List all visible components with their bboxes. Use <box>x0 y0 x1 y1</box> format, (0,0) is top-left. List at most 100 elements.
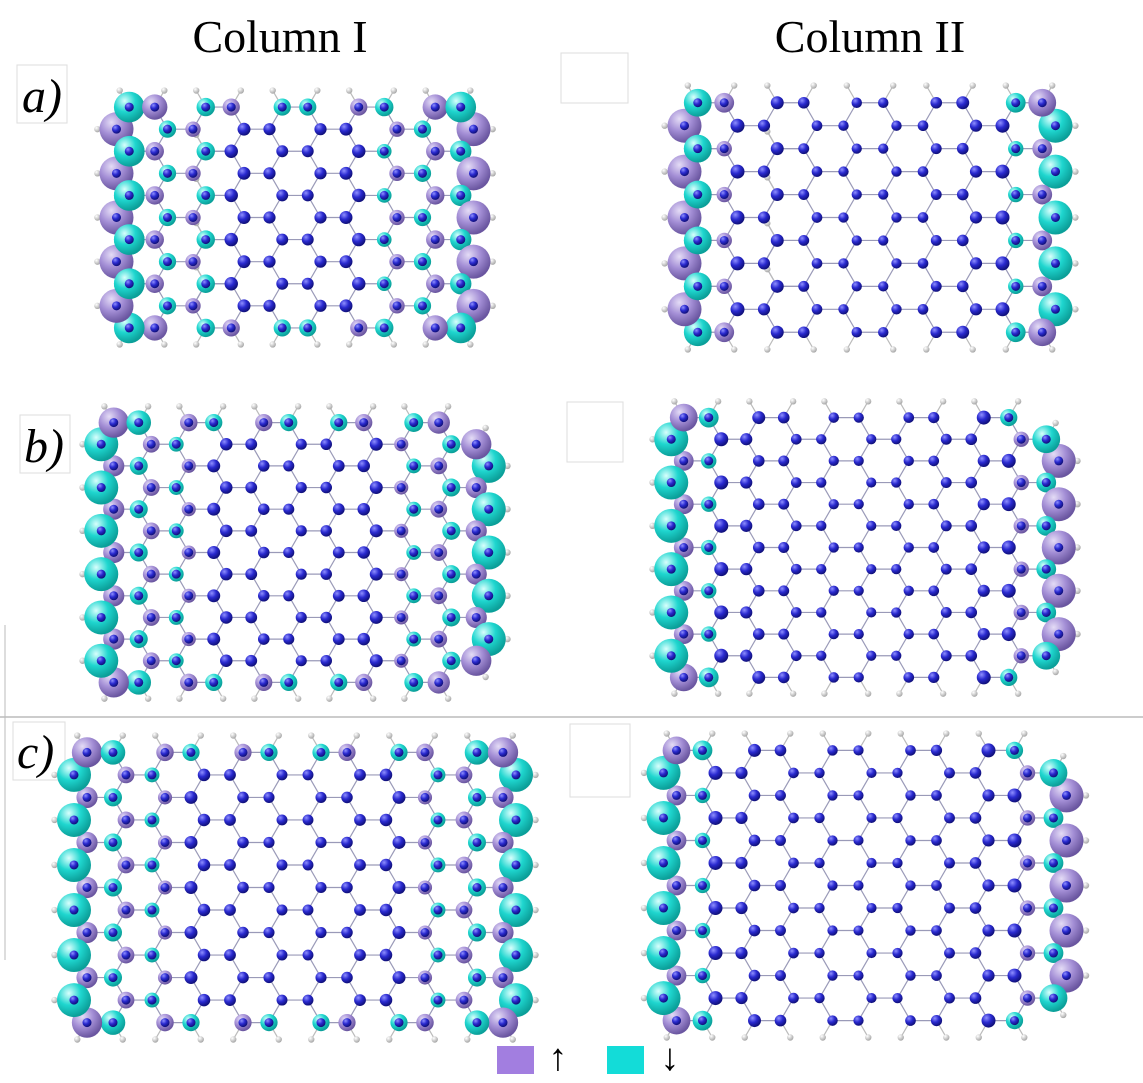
atom <box>220 611 232 623</box>
hydrogen <box>145 403 151 409</box>
atom-core <box>134 505 143 514</box>
atom <box>965 520 977 532</box>
atom <box>749 925 761 937</box>
atom-core <box>109 505 118 514</box>
atom <box>827 835 837 845</box>
atom-core <box>317 1018 326 1027</box>
atom <box>957 235 969 247</box>
atom <box>814 813 824 823</box>
atom <box>238 123 251 136</box>
atom <box>315 882 326 893</box>
atom <box>709 856 723 870</box>
atom <box>957 189 969 201</box>
atom-core <box>172 656 181 665</box>
atom <box>237 927 249 939</box>
hydrogen <box>731 82 737 88</box>
atom-core <box>187 748 196 757</box>
atom <box>354 859 366 871</box>
atom <box>263 792 274 803</box>
atom <box>918 212 929 223</box>
hydrogen <box>971 398 977 404</box>
atom <box>982 743 996 757</box>
hydrogen <box>787 730 793 736</box>
atom-core <box>187 1018 196 1027</box>
atom-core <box>431 279 440 288</box>
atom <box>277 860 288 871</box>
atom <box>891 258 901 268</box>
atom-core <box>134 678 143 687</box>
hydrogen <box>661 306 667 312</box>
hydrogen <box>896 690 902 696</box>
atom-core <box>109 973 118 982</box>
hydrogen <box>532 907 538 913</box>
atom-core <box>1054 456 1063 465</box>
atom <box>816 564 826 574</box>
atom-core <box>421 793 430 802</box>
atom-core <box>1011 190 1020 199</box>
atom-core <box>704 543 713 552</box>
atom <box>1008 833 1022 847</box>
atom <box>931 790 942 801</box>
atom <box>740 563 752 575</box>
atom-core <box>97 483 106 492</box>
atom-core <box>499 973 508 982</box>
atom-core <box>201 279 210 288</box>
atom <box>944 858 955 869</box>
atom-core <box>447 440 456 449</box>
atom-core <box>83 748 92 757</box>
atom <box>740 650 752 662</box>
atom <box>798 189 809 200</box>
atom-core <box>109 928 118 937</box>
hydrogen <box>74 1036 80 1042</box>
atom-core <box>672 836 681 845</box>
atom-core <box>303 103 312 112</box>
atom-core <box>720 190 729 199</box>
atom-core <box>334 418 343 427</box>
atom <box>892 903 902 913</box>
atom <box>354 769 366 781</box>
atom-core <box>679 586 688 595</box>
atom <box>928 672 939 683</box>
atom <box>714 605 728 619</box>
atom-core <box>1017 608 1026 617</box>
atom-core <box>201 323 210 332</box>
atom <box>185 881 198 894</box>
atom <box>714 476 728 490</box>
atom <box>314 167 326 179</box>
atom <box>970 947 982 959</box>
atom <box>970 120 982 132</box>
atom <box>263 927 274 938</box>
atom <box>941 434 952 445</box>
atom <box>1008 969 1022 983</box>
atom-core <box>1023 994 1032 1003</box>
atom-core <box>265 748 274 757</box>
atom-core <box>447 656 456 665</box>
hydrogen <box>432 732 438 738</box>
atom <box>341 792 353 804</box>
hydrogen <box>276 732 282 738</box>
atom-core <box>484 505 493 514</box>
atom <box>709 991 723 1005</box>
blank-box <box>561 53 628 103</box>
atom <box>263 300 275 312</box>
atom <box>827 745 837 755</box>
atom-core <box>434 678 443 687</box>
atom <box>320 612 332 624</box>
atom <box>238 167 251 180</box>
atom <box>341 972 353 984</box>
hydrogen <box>821 398 827 404</box>
atom-core <box>184 678 193 687</box>
atom <box>941 607 952 618</box>
atom <box>185 971 198 984</box>
atom-core <box>499 883 508 892</box>
atom <box>354 904 366 916</box>
atom <box>816 607 826 617</box>
hydrogen <box>1060 753 1066 759</box>
atom <box>931 880 942 891</box>
atom <box>320 568 332 580</box>
atom <box>944 767 955 778</box>
atom-core <box>1051 167 1060 176</box>
atom-core <box>720 236 729 245</box>
atom-core <box>667 478 676 487</box>
atom-core <box>499 928 508 937</box>
